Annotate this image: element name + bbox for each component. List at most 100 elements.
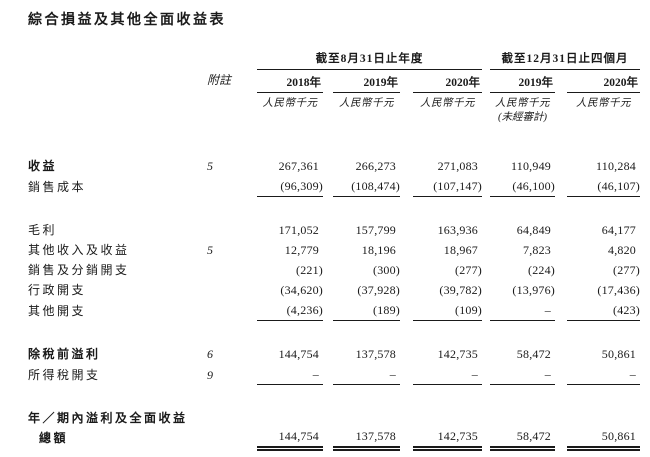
value-text: – xyxy=(471,367,478,381)
value-cell: 110,284 xyxy=(567,156,640,176)
row-label: 其他開支 xyxy=(28,304,87,318)
value-text: 144,754 xyxy=(278,429,319,443)
table-body: 收益 5 267,361 266,273 271,083 110,949 110,284 銷售… xyxy=(28,156,640,451)
value-cell: (96,309) xyxy=(257,176,323,197)
value-text: 50,861 xyxy=(601,429,636,443)
value-text: 271,083 xyxy=(437,159,478,173)
value-text: 4,820 xyxy=(608,243,636,257)
value-text: 142,735 xyxy=(437,347,478,361)
value-cell: (277) xyxy=(413,260,482,280)
value-cell: (4,236) xyxy=(257,300,323,321)
value-cell: 144,754 xyxy=(257,344,323,364)
row-label: 所得稅開支 xyxy=(28,368,101,382)
value-cell: (39,782) xyxy=(413,280,482,300)
value-cell: 58,472 xyxy=(490,344,555,364)
value-cell: 50,861 xyxy=(567,344,640,364)
value-text: (37,928) xyxy=(357,283,400,297)
value-cell: 137,578 xyxy=(333,344,400,364)
table-row: 所得稅開支 9 – – – – – xyxy=(28,364,640,385)
value-cell: (277) xyxy=(567,260,640,280)
column-group-year-ended-aug31: 截至8月31日止年度 xyxy=(257,52,482,70)
value-text: 157,799 xyxy=(355,223,396,237)
value-text: – xyxy=(544,303,551,317)
year-column-header: 2020年 xyxy=(567,73,640,93)
value-text: 137,578 xyxy=(355,429,396,443)
value-cell: (17,436) xyxy=(567,280,640,300)
table-header-years: 附註 2018年 2019年 2020年 2019年 2020年 xyxy=(28,70,640,93)
value-text: 110,949 xyxy=(511,159,551,173)
table-row: 其他收入及收益 5 12,779 18,196 18,967 7,823 4,820 xyxy=(28,240,640,260)
value-cell: (46,100) xyxy=(490,176,555,197)
row-label: 收益 xyxy=(28,159,58,173)
table-header-currency: 人民幣千元 人民幣千元 人民幣千元 人民幣千元 人民幣千元 xyxy=(28,93,640,110)
row-label: 銷售及分銷開支 xyxy=(28,263,130,277)
unaudited-label: (未經審計) xyxy=(498,112,547,123)
table-row: 毛利 171,052 157,799 163,936 64,849 64,177 xyxy=(28,220,640,240)
value-text: 142,735 xyxy=(437,429,478,443)
currency-unit-label: 人民幣千元 xyxy=(420,98,475,109)
value-text: – xyxy=(544,367,551,381)
value-text: 163,936 xyxy=(437,223,478,237)
row-note-reference: 5 xyxy=(207,243,213,257)
value-cell: – xyxy=(567,364,640,385)
income-statement-table: 截至8月31日止年度 截至12月31日止四個月 附註 2018年 2019年 202… xyxy=(28,52,640,451)
value-text: 64,849 xyxy=(516,223,551,237)
value-text: 267,361 xyxy=(278,159,319,173)
table-row: 其他開支 (4,236) (189) (109) – (423) xyxy=(28,300,640,321)
value-cell: – xyxy=(490,300,555,321)
value-text: – xyxy=(629,367,636,381)
currency-unit-label: 人民幣千元 xyxy=(495,98,550,109)
value-cell: (34,620) xyxy=(257,280,323,300)
value-cell: – xyxy=(490,364,555,385)
row-label-line1: 年／期內溢利及全面收益 xyxy=(28,411,188,425)
currency-unit-label: 人民幣千元 xyxy=(262,98,318,109)
year-column-header: 2019年 xyxy=(490,73,555,93)
table-header-groups: 截至8月31日止年度 截至12月31日止四個月 xyxy=(28,52,640,70)
value-cell: 4,820 xyxy=(567,240,640,260)
row-label: 其他收入及收益 xyxy=(28,243,130,257)
row-note-reference: 9 xyxy=(207,368,213,382)
value-cell: 18,967 xyxy=(413,240,482,260)
value-cell: 137,578 xyxy=(333,426,400,451)
value-cell: – xyxy=(333,364,400,385)
value-cell: 64,849 xyxy=(490,220,555,240)
value-cell: (108,474) xyxy=(333,176,400,197)
value-text: (277) xyxy=(613,263,640,277)
year-column-header: 2019年 xyxy=(333,73,400,93)
value-text: 18,196 xyxy=(361,243,396,257)
value-text: (39,782) xyxy=(439,283,482,297)
value-cell: (109) xyxy=(413,300,482,321)
value-text: (423) xyxy=(613,303,640,317)
value-text: (13,976) xyxy=(512,283,555,297)
value-cell: 58,472 xyxy=(490,426,555,451)
value-text: – xyxy=(389,367,396,381)
table-header-unaudited: (未經審計) xyxy=(28,110,640,125)
year-column-header: 2018年 xyxy=(257,73,323,93)
value-text: 64,177 xyxy=(601,223,636,237)
year-column-header: 2020年 xyxy=(413,73,482,93)
value-text: (277) xyxy=(455,263,482,277)
row-label: 毛利 xyxy=(28,223,58,237)
value-text: (107,147) xyxy=(433,179,482,193)
value-text: 266,273 xyxy=(355,159,396,173)
value-text: (221) xyxy=(296,263,323,277)
value-cell: 171,052 xyxy=(257,220,323,240)
value-cell: 50,861 xyxy=(567,426,640,451)
row-note-reference: 5 xyxy=(207,159,213,173)
value-text: (189) xyxy=(373,303,400,317)
value-text: – xyxy=(312,367,319,381)
value-text: (17,436) xyxy=(597,283,640,297)
table-row: 銷售及分銷開支 (221) (300) (277) (224) (277) xyxy=(28,260,640,280)
value-text: 58,472 xyxy=(516,347,551,361)
row-note-reference: 6 xyxy=(207,347,213,361)
value-cell: 7,823 xyxy=(490,240,555,260)
note-column-header: 附註 xyxy=(207,73,232,87)
value-cell: 266,273 xyxy=(333,156,400,176)
value-text: 58,472 xyxy=(516,429,551,443)
value-cell: – xyxy=(257,364,323,385)
value-cell: 163,936 xyxy=(413,220,482,240)
value-text: (108,474) xyxy=(351,179,400,193)
value-text: 7,823 xyxy=(523,243,551,257)
currency-unit-label: 人民幣千元 xyxy=(576,98,631,109)
